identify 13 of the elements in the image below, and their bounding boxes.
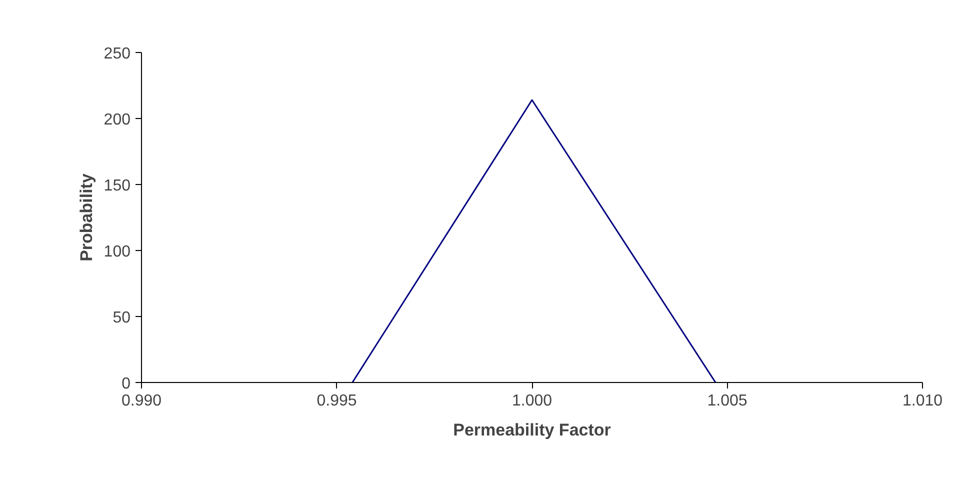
y-tick-label: 150 [104,178,131,194]
x-tick-label: 1.000 [512,392,552,410]
y-axis-title: Probability [76,173,96,262]
x-tick-label: 1.005 [707,392,748,410]
x-tick-label: 0.995 [316,392,357,410]
y-tick-label: 100 [104,244,131,260]
y-tick-label: 50 [112,310,131,326]
x-tick-label: 1.010 [902,392,943,410]
y-tick-label: 200 [104,112,131,128]
y-tick-label: 0 [122,376,131,392]
x-tick-label: 0.990 [121,392,162,410]
y-tick-label: 250 [104,46,131,62]
x-axis-title: Permeability Factor [453,420,612,440]
